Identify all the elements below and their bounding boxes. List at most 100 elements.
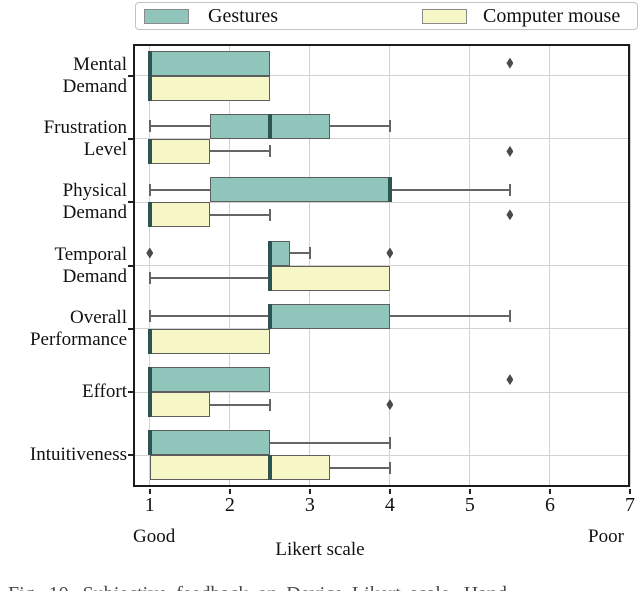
whisker-line-hi-gestures-intuitiveness [269, 441, 390, 444]
whisker-line-hi-computer-mouse-effort [209, 403, 270, 406]
box-computer-mouse-intuitiveness [149, 455, 330, 481]
y-tick-physical-demand [128, 201, 133, 204]
whisker-line-hi-computer-mouse-physical-demand [209, 213, 270, 216]
whisker-line-hi-computer-mouse-frustration-level [209, 150, 270, 153]
whisker-cap-hi-computer-mouse-physical-demand [268, 208, 271, 221]
x-tick-label-4: 4 [384, 494, 395, 516]
x-tick-label-7: 7 [625, 494, 635, 516]
y-category-label-overall-performance: Overall Performance [0, 307, 127, 351]
outlier-diamond-gestures-temporal-demand-1 [386, 247, 394, 259]
x-tick-7 [629, 489, 631, 494]
whisker-cap-hi-gestures-frustration-level [388, 120, 391, 133]
y-category-label-line: Temporal [54, 243, 127, 265]
median-line-gestures-frustration-level [267, 113, 272, 139]
figure-caption-text: Fig. 10. Subjective feedback on Device L… [8, 583, 507, 591]
whisker-cap-hi-computer-mouse-frustration-level [268, 145, 271, 158]
y-category-label-line: Demand [62, 202, 127, 224]
y-category-label-line: Demand [62, 265, 127, 287]
y-tick-frustration-level [128, 137, 133, 140]
whisker-cap-hi-gestures-intuitiveness [388, 436, 391, 449]
x-tick-3 [308, 489, 311, 494]
box-gestures-temporal-demand [269, 240, 290, 266]
box-gestures-physical-demand [209, 177, 390, 203]
median-line-gestures-effort [147, 367, 152, 393]
whisker-line-hi-gestures-temporal-demand [289, 252, 310, 254]
y-gridline-effort [133, 391, 630, 393]
y-category-label-temporal-demand: Temporal Demand [0, 244, 127, 288]
x-axis-right-annotation: Poor [588, 526, 624, 547]
box-computer-mouse-frustration-level [149, 138, 210, 164]
whisker-cap-hi-computer-mouse-intuitiveness [388, 461, 391, 474]
x-tick-label-3: 3 [304, 494, 315, 516]
whisker-line-hi-gestures-physical-demand [389, 188, 510, 191]
y-category-label-line: Overall [70, 306, 127, 328]
y-tick-mental-demand [128, 74, 133, 77]
box-computer-mouse-mental-demand [149, 75, 270, 101]
median-line-gestures-overall-performance [267, 303, 272, 329]
whisker-line-hi-gestures-overall-performance [389, 315, 510, 318]
y-tick-temporal-demand [128, 264, 133, 267]
x-tick-4 [388, 489, 391, 494]
y-gridline-frustration-level [133, 138, 630, 140]
x-tick-label-2: 2 [224, 494, 235, 516]
y-category-label-frustration-level: Frustration Level [0, 117, 127, 161]
median-line-computer-mouse-physical-demand [147, 202, 152, 228]
y-category-label-line: Physical [62, 180, 127, 202]
x-tick-label-6: 6 [544, 494, 555, 516]
box-computer-mouse-overall-performance [149, 328, 270, 354]
outlier-diamond-computer-mouse-frustration-level-0 [506, 145, 514, 157]
y-category-label-physical-demand: Physical Demand [0, 180, 127, 224]
outlier-diamond-computer-mouse-physical-demand-0 [506, 209, 514, 221]
median-line-gestures-mental-demand [147, 50, 152, 76]
whisker-line-lo-computer-mouse-temporal-demand [149, 277, 270, 279]
whisker-cap-lo-gestures-overall-performance [148, 310, 151, 323]
whisker-cap-lo-gestures-frustration-level [148, 120, 151, 133]
x-gridline-7 [629, 44, 631, 487]
legend: Gestures Computer mouse [135, 2, 638, 30]
y-gridline-intuitiveness [133, 454, 630, 456]
whisker-line-hi-gestures-frustration-level [329, 125, 390, 128]
box-gestures-effort [149, 367, 270, 393]
legend-label-gestures: Gestures [208, 5, 278, 27]
y-gridline-mental-demand [133, 75, 630, 77]
legend-swatch-gestures [144, 9, 189, 24]
median-line-computer-mouse-temporal-demand [267, 265, 272, 291]
figure-caption-clipped: Fig. 10. Subjective feedback on Device L… [0, 577, 640, 591]
plot-area [133, 44, 631, 487]
outlier-diamond-gestures-mental-demand-0 [506, 57, 514, 69]
whisker-cap-hi-gestures-overall-performance [508, 310, 511, 323]
y-gridline-physical-demand [133, 201, 630, 203]
y-category-label-line: Intuitiveness [29, 444, 127, 466]
outlier-diamond-computer-mouse-effort-0 [386, 399, 394, 411]
median-line-gestures-physical-demand [387, 177, 392, 203]
whisker-line-lo-gestures-frustration-level [149, 125, 210, 128]
y-category-label-line: Mental [73, 53, 127, 75]
x-tick-5 [468, 489, 471, 494]
whisker-cap-hi-computer-mouse-effort [268, 398, 271, 411]
x-tick-label-1: 1 [144, 494, 155, 516]
y-category-label-line: Frustration [43, 116, 127, 138]
median-line-computer-mouse-overall-performance [147, 328, 152, 354]
y-tick-effort [128, 391, 133, 394]
y-category-label-line: Level [83, 138, 127, 160]
median-line-gestures-temporal-demand [267, 240, 272, 266]
whisker-cap-lo-computer-mouse-temporal-demand [148, 272, 151, 284]
box-gestures-overall-performance [269, 303, 390, 329]
whisker-cap-hi-gestures-physical-demand [508, 183, 511, 196]
x-axis-left-annotation: Good [133, 526, 176, 547]
outlier-diamond-gestures-temporal-demand-0 [146, 247, 154, 259]
box-gestures-mental-demand [149, 50, 270, 76]
y-category-label-intuitiveness: Intuitiveness [0, 444, 127, 466]
y-category-label-line: Demand [62, 75, 127, 97]
legend-label-computer-mouse: Computer mouse [483, 5, 621, 27]
box-computer-mouse-effort [149, 392, 210, 418]
y-category-label-line: Performance [29, 328, 127, 350]
x-tick-2 [228, 489, 231, 494]
median-line-computer-mouse-mental-demand [147, 75, 152, 101]
whisker-line-hi-computer-mouse-intuitiveness [329, 466, 390, 469]
outlier-diamond-gestures-effort-0 [506, 374, 514, 386]
box-gestures-intuitiveness [149, 430, 270, 456]
x-tick-1 [148, 489, 151, 494]
y-category-label-line: Effort [81, 381, 127, 403]
